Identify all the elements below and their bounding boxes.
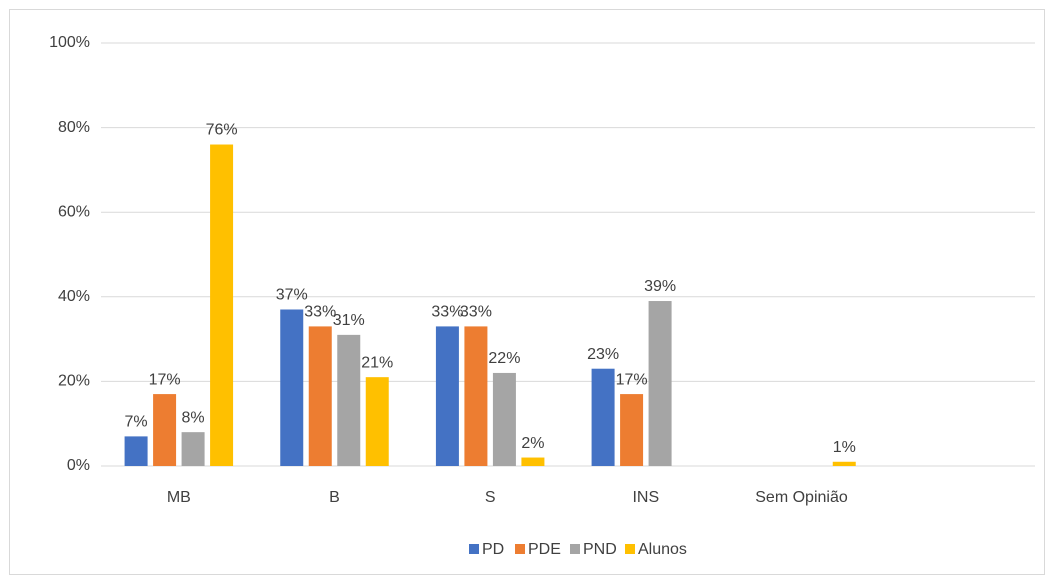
bar: [337, 334, 361, 466]
x-tick-label: B: [329, 489, 340, 506]
bar: [591, 368, 615, 466]
legend-label: PD: [482, 541, 504, 558]
data-label: 37%: [276, 287, 308, 304]
data-label: 21%: [361, 354, 393, 371]
bar: [648, 301, 672, 466]
data-label: 7%: [125, 414, 148, 431]
data-label: 33%: [304, 304, 336, 321]
x-tick-label: S: [485, 489, 496, 506]
bar: [492, 372, 516, 466]
y-tick-label: 100%: [49, 34, 90, 51]
y-tick-label: 20%: [58, 373, 90, 390]
data-label: 8%: [182, 409, 205, 426]
bar: [308, 326, 332, 466]
data-label: 22%: [488, 350, 520, 367]
y-tick-label: 0%: [67, 457, 90, 474]
data-label: 31%: [333, 312, 365, 329]
data-label: 17%: [616, 371, 648, 388]
legend-swatch: [625, 544, 635, 554]
bar: [365, 377, 389, 466]
legend-label: PDE: [528, 541, 561, 558]
data-label: 2%: [521, 435, 544, 452]
legend-swatch: [570, 544, 580, 554]
x-tick-label: INS: [632, 489, 659, 506]
bar: [435, 326, 459, 466]
chart-border: [9, 9, 1045, 575]
x-tick-label: MB: [167, 489, 191, 506]
bar: [464, 326, 488, 466]
legend-swatch: [515, 544, 525, 554]
data-label: 39%: [644, 278, 676, 295]
y-tick-label: 60%: [58, 203, 90, 220]
legend-label: Alunos: [638, 541, 687, 558]
bar: [280, 309, 304, 466]
bar: [521, 457, 545, 466]
y-tick-label: 40%: [58, 288, 90, 305]
data-label: 17%: [149, 371, 181, 388]
bar: [181, 432, 205, 466]
y-tick-label: 80%: [58, 119, 90, 136]
data-label: 76%: [206, 122, 238, 139]
bar: [832, 461, 856, 466]
legend-swatch: [469, 544, 479, 554]
legend-label: PND: [583, 541, 617, 558]
data-label: 33%: [431, 304, 463, 321]
data-label: 1%: [833, 439, 856, 456]
bar: [153, 394, 177, 466]
data-label: 33%: [460, 304, 492, 321]
data-label: 23%: [587, 346, 619, 363]
bar: [124, 436, 148, 466]
x-tick-label: Sem Opinião: [755, 489, 848, 506]
bar: [620, 394, 644, 466]
bar: [210, 144, 234, 466]
